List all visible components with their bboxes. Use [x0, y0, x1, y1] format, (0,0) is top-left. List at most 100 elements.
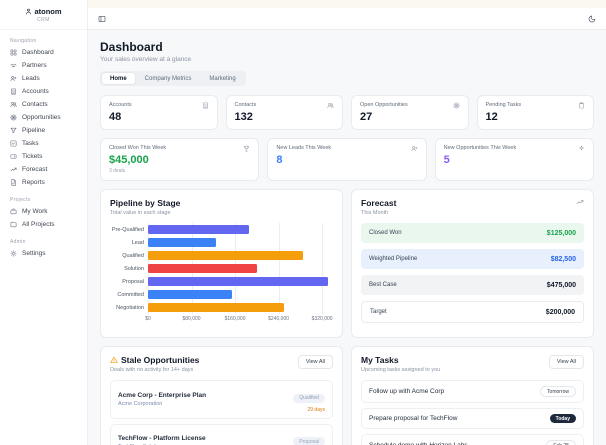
sidebar-item-label: Settings: [22, 250, 46, 257]
sidebar-item-tickets[interactable]: Tickets: [0, 150, 87, 163]
header-bar: [88, 8, 606, 30]
tab-home[interactable]: Home: [102, 73, 135, 84]
stat-label: New Opportunities This Week: [443, 145, 517, 151]
forecast-row-closed-won: Closed Won $125,000: [361, 223, 584, 243]
stat-label: Closed Won This Week: [109, 145, 167, 151]
tasks-view-all-button[interactable]: View All: [548, 355, 584, 369]
app-name: atonom: [34, 7, 62, 16]
sidebar-item-label: Partners: [22, 62, 47, 69]
forecast-rows: Closed Won $125,000 Weighted Pipeline $82,5…: [361, 223, 584, 323]
handshake-icon: [10, 62, 17, 69]
task-row[interactable]: Schedule demo with Horizon Labs Feb 25: [361, 434, 584, 445]
users-icon: [10, 101, 17, 108]
sidebar-item-forecast[interactable]: Forecast: [0, 163, 87, 176]
stale-opportunities-panel: Stale Opportunities Deals with no activi…: [100, 346, 343, 445]
sidebar-toggle-icon[interactable]: [98, 15, 106, 23]
due-badge: Feb 25: [546, 440, 576, 445]
sidebar-section-label: Admin: [10, 239, 26, 245]
stat-value: 8: [276, 154, 283, 166]
stale-list: Acme Corp - Enterprise Plan Acme Corporat…: [110, 380, 333, 445]
stale-opportunity-row[interactable]: Acme Corp - Enterprise Plan Acme Corporat…: [110, 380, 333, 419]
chart-x-tick-label: $240,000: [268, 316, 290, 322]
stale-opportunity-row[interactable]: TechFlow - Platform LicenseTechFlow Solu…: [110, 423, 333, 445]
forecast-row-label: Weighted Pipeline: [369, 256, 418, 262]
tasks-subtitle: Upcoming tasks assigned to you: [361, 367, 441, 373]
opportunity-company: Acme Corporation: [118, 400, 163, 407]
sidebar-item-label: Forecast: [22, 166, 48, 173]
tasks-list: Follow up with Acme Corp Tomorrow Prepare …: [361, 380, 584, 445]
sidebar-section-label: Projects: [10, 197, 31, 203]
opportunity-info: TechFlow - Platform LicenseTechFlow Solu…: [118, 435, 206, 445]
days-stale: 29 days: [307, 406, 325, 413]
due-badge: Tomorrow: [540, 386, 576, 397]
stat-label: New Leads This Week: [276, 145, 332, 151]
app-subtitle: CRM: [37, 17, 50, 23]
sidebar-item-label: My Work: [22, 208, 48, 215]
tab-marketing[interactable]: Marketing: [209, 75, 236, 82]
chart-bar-row: [148, 301, 333, 314]
forecast-title: Forecast: [361, 198, 397, 208]
stat-label: Open Opportunities: [360, 102, 408, 108]
stat-value: 12: [485, 111, 498, 123]
sidebar-item-dashboard[interactable]: Dashboard: [0, 46, 87, 59]
page-subtitle: Your sales overview at a glance: [100, 56, 192, 63]
user-plus-icon: [411, 145, 418, 152]
target-icon: [10, 114, 17, 121]
week-stats-row: Closed Won This Week $45,000 3 deals New Le…: [100, 138, 594, 181]
pipeline-subtitle: Total value in each stage: [110, 210, 171, 216]
sidebar-item-label: Dashboard: [22, 49, 54, 56]
sidebar-item-leads[interactable]: Leads: [0, 72, 87, 85]
task-row[interactable]: Follow up with Acme Corp Tomorrow: [361, 380, 584, 403]
chart-category-label: Proposal: [122, 278, 144, 285]
forecast-row-value: $475,000: [546, 281, 576, 289]
theme-toggle-icon[interactable]: [588, 15, 596, 23]
sidebar-nav: Navigation Dashboard Partners Leads Accounts…: [0, 38, 87, 260]
ticket-icon: [10, 153, 17, 160]
chart-gridline: [278, 223, 280, 314]
tasks-title: My Tasks: [361, 355, 399, 365]
stale-subtitle: Deals with no activity for 14+ days: [110, 367, 194, 373]
forecast-row-target: Target $200,000: [361, 301, 584, 323]
sidebar-item-pipeline[interactable]: Pipeline: [0, 124, 87, 137]
sidebar-item-label: Reports: [22, 179, 45, 186]
chart-bar-row: [148, 288, 333, 301]
sidebar-item-settings[interactable]: Settings: [0, 247, 87, 260]
sidebar-item-label: Leads: [22, 75, 40, 82]
task-row[interactable]: Prepare proposal for TechFlow Today: [361, 408, 584, 429]
sidebar-item-accounts[interactable]: Accounts: [0, 85, 87, 98]
chart-bar-negotiation: [148, 302, 285, 313]
sidebar-item-label: All Projects: [22, 221, 55, 228]
stat-card-top: Open Opportunities: [360, 102, 460, 109]
chart-bar-committed: [148, 289, 233, 300]
stat-card-pending-tasks: Pending Tasks 12: [476, 95, 594, 130]
chart-bar-qualified: [148, 250, 304, 261]
stats-row: Accounts 48 Contacts 132 Open Opportunities 2…: [100, 95, 594, 130]
week-stat-card-closed-won-this-week: Closed Won This Week $45,000 3 deals: [100, 138, 260, 181]
warning-icon: [110, 356, 118, 364]
sidebar-item-partners[interactable]: Partners: [0, 59, 87, 72]
stale-view-all-button[interactable]: View All: [297, 355, 333, 369]
chart-bar-row: [148, 275, 333, 288]
sidebar-item-all-projects[interactable]: All Projects: [0, 218, 87, 231]
stat-label: Accounts: [109, 102, 132, 108]
main-area: Dashboard Your sales overview at a glanc…: [88, 0, 606, 445]
sidebar-item-my-work[interactable]: My Work: [0, 205, 87, 218]
chart-bar-row: [148, 223, 333, 236]
sidebar-item-opportunities[interactable]: Opportunities: [0, 111, 87, 124]
chart-y-labels: Pre-Qualified Lead Qualified Solution Propos…: [110, 223, 148, 314]
sidebar-section-label: Navigation: [10, 38, 37, 44]
chart-bar-pre-qualified: [148, 224, 249, 235]
sidebar-item-label: Opportunities: [22, 114, 61, 121]
stale-title: Stale Opportunities: [121, 355, 200, 365]
tab-company-metrics[interactable]: Company Metrics: [144, 75, 192, 82]
sidebar-item-label: Contacts: [22, 101, 48, 108]
pipeline-title: Pipeline by Stage: [110, 198, 181, 208]
stat-value: 132: [234, 111, 253, 123]
sidebar-item-reports[interactable]: Reports: [0, 176, 87, 189]
stat-subtext: 3 deals: [109, 168, 126, 174]
sidebar-item-contacts[interactable]: Contacts: [0, 98, 87, 111]
chart-bar-solution: [148, 263, 257, 274]
opportunity-meta: Proposal21 days: [293, 430, 325, 445]
sidebar-item-tasks[interactable]: Tasks: [0, 137, 87, 150]
chart-category-label: Pre-Qualified: [111, 226, 144, 233]
